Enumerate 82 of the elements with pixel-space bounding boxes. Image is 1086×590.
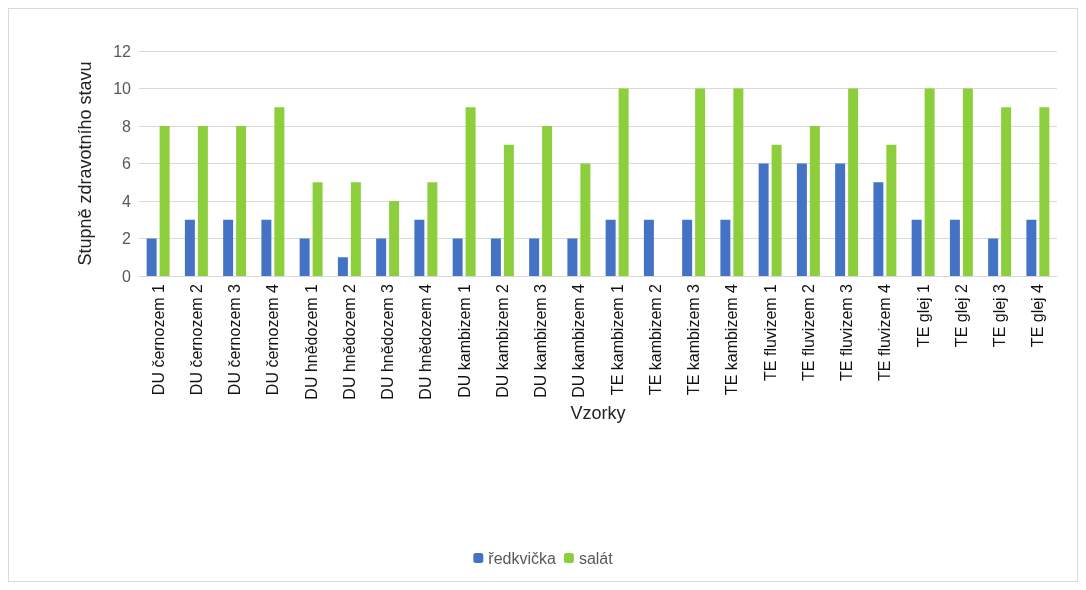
bar [873, 182, 884, 276]
y-tick-label: 6 [122, 155, 132, 172]
x-tick-label: TE fluvizem 1 [761, 283, 779, 381]
x-tick-label: DU hnědozem 3 [379, 283, 397, 400]
bar [274, 107, 285, 276]
bar [809, 126, 820, 276]
x-tick-label: TE glej 4 [1029, 283, 1047, 348]
bar [223, 219, 234, 276]
bar [848, 88, 859, 276]
bar [376, 238, 387, 276]
y-tick-label: 12 [113, 42, 132, 60]
bar [886, 144, 897, 276]
bar [452, 238, 463, 276]
y-tick-label: 2 [122, 230, 132, 247]
bar [159, 126, 170, 276]
bar [720, 219, 731, 276]
x-tick-label: DU kambizem 3 [532, 283, 550, 398]
bar [299, 238, 310, 276]
legend-label: salát [578, 549, 614, 567]
bar [312, 182, 323, 276]
bar [337, 257, 348, 276]
x-tick-label: TE fluvizem 3 [838, 283, 856, 381]
y-tick-label: 0 [122, 267, 132, 285]
bar [682, 219, 693, 276]
x-tick-label: DU kambizem 4 [570, 283, 588, 398]
y-tick-label: 10 [113, 80, 132, 97]
x-tick-label: DU černozem 2 [187, 283, 205, 396]
bar [427, 182, 438, 276]
y-tick-label: 8 [122, 117, 132, 135]
bar [146, 238, 157, 276]
y-axis-title: Stupně zdravotního stavu [75, 61, 95, 266]
x-tick-label: DU černozem 3 [226, 283, 244, 396]
bar [465, 107, 476, 276]
bar [924, 88, 935, 276]
bar [503, 144, 514, 276]
bar [542, 126, 553, 276]
bar [529, 238, 540, 276]
bar [197, 126, 208, 276]
x-tick-label: TE glej 1 [914, 283, 932, 348]
bar [618, 88, 629, 276]
bar [796, 163, 807, 276]
bar [350, 182, 361, 276]
bar [962, 88, 973, 276]
x-tick-label: DU hnědozem 2 [340, 283, 358, 400]
bar [567, 238, 578, 276]
bar [414, 219, 425, 276]
bar [1001, 107, 1012, 276]
x-tick-label: DU černozem 4 [264, 283, 282, 396]
x-tick-label: DU kambizem 1 [455, 283, 473, 398]
x-tick-label: TE kambizem 4 [723, 283, 741, 396]
x-tick-label: TE glej 2 [952, 283, 970, 348]
bar [605, 219, 616, 276]
legend-label: ředkvička [488, 549, 556, 567]
x-tick-label: DU hnědozem 4 [417, 283, 435, 400]
bar [835, 163, 846, 276]
x-tick-label: TE kambizem 1 [608, 283, 626, 396]
bar [1026, 219, 1037, 276]
bar [389, 201, 400, 276]
bar [949, 219, 960, 276]
bar [236, 126, 247, 276]
x-tick-label: TE glej 3 [991, 283, 1009, 348]
bar [758, 163, 769, 276]
bar [911, 219, 922, 276]
x-tick-label: DU černozem 1 [149, 283, 167, 396]
x-tick-label: TE fluvizem 2 [799, 283, 817, 381]
bar [184, 219, 195, 276]
x-tick-label: DU hnědozem 1 [302, 283, 320, 400]
bar [261, 219, 272, 276]
x-tick-label: TE kambizem 3 [685, 283, 703, 396]
x-tick-label: DU kambizem 2 [493, 283, 511, 398]
bar [988, 238, 999, 276]
x-axis-title: Vzorky [570, 402, 626, 423]
bar [1039, 107, 1050, 276]
bar [490, 238, 501, 276]
y-tick-label: 4 [122, 192, 132, 210]
bar [733, 88, 744, 276]
bar [771, 144, 782, 276]
bar [643, 219, 654, 276]
x-tick-label: TE kambizem 2 [646, 283, 664, 396]
bar [580, 163, 591, 276]
x-tick-label: TE fluvizem 4 [876, 283, 894, 381]
bar [695, 88, 706, 276]
